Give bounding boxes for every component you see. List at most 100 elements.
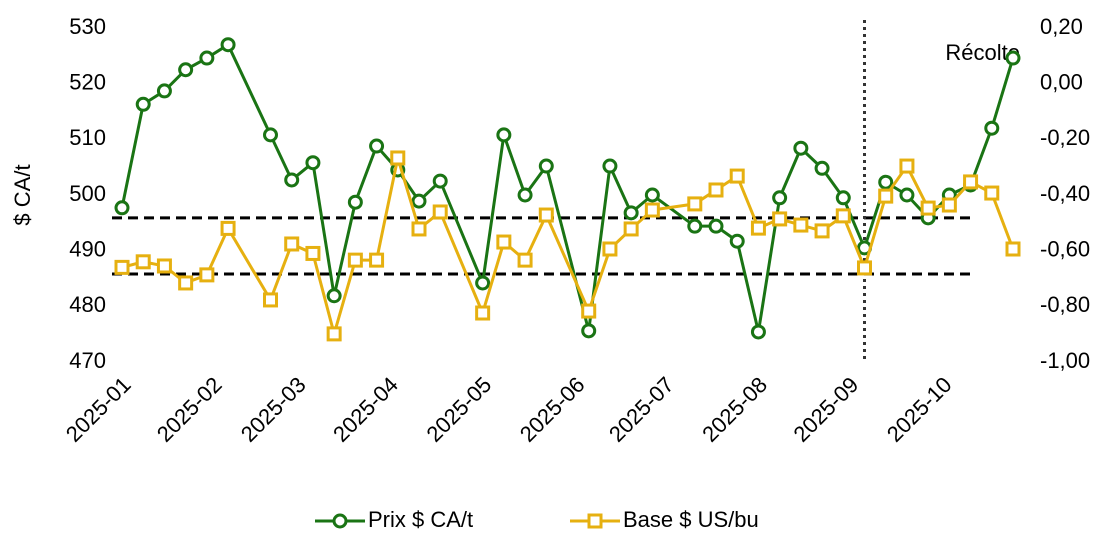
marker [284, 172, 300, 188]
marker [326, 326, 342, 342]
x-tick-label: 2025-10 [882, 372, 957, 447]
marker [496, 234, 512, 250]
marker [602, 241, 618, 257]
x-tick-label: 2025-03 [236, 372, 311, 447]
y-tick-label: 520 [69, 69, 106, 94]
marker [538, 158, 554, 174]
marker [369, 252, 385, 268]
marker [793, 217, 809, 233]
x-tick-label: 2025-04 [328, 372, 403, 447]
y2-tick-label: -0,40 [1040, 181, 1090, 206]
marker [708, 182, 724, 198]
marker [581, 303, 597, 319]
legend-label: Base $ US/bu [623, 507, 759, 532]
marker [644, 202, 660, 218]
marker [920, 200, 936, 216]
marker [1005, 241, 1021, 257]
marker [750, 324, 766, 340]
marker [708, 218, 724, 234]
marker [878, 174, 894, 190]
y-tick-label: 470 [69, 348, 106, 373]
y2-tick-label: 0,20 [1040, 14, 1083, 39]
marker [623, 221, 639, 237]
marker [835, 208, 851, 224]
marker [687, 218, 703, 234]
marker [517, 187, 533, 203]
marker [347, 194, 363, 210]
marker [835, 190, 851, 206]
marker [347, 252, 363, 268]
marker [750, 220, 766, 236]
marker [220, 37, 236, 53]
marker [114, 259, 130, 275]
marker [178, 275, 194, 291]
x-tick-label: 2025-08 [697, 372, 772, 447]
marker [941, 197, 957, 213]
marker [772, 190, 788, 206]
marker [475, 305, 491, 321]
marker [623, 205, 639, 221]
marker [135, 254, 151, 270]
marker [517, 252, 533, 268]
x-tick-label: 2025-02 [152, 372, 227, 447]
marker [581, 323, 597, 339]
marker [729, 168, 745, 184]
y2-tick-label: -1,00 [1040, 348, 1090, 373]
marker [114, 200, 130, 216]
marker [793, 140, 809, 156]
y-tick-label: 480 [69, 292, 106, 317]
marker [199, 50, 215, 66]
marker [772, 211, 788, 227]
marker [199, 267, 215, 283]
marker [878, 188, 894, 204]
y-tick-label: 530 [69, 14, 106, 39]
marker [305, 155, 321, 171]
marker [687, 196, 703, 212]
marker [135, 96, 151, 112]
marker [538, 207, 554, 223]
marker [326, 288, 342, 304]
marker [984, 120, 1000, 136]
y-tick-label: 500 [69, 181, 106, 206]
legend-label: Prix $ CA/t [368, 507, 473, 532]
marker [432, 204, 448, 220]
marker [1005, 50, 1021, 66]
y2-tick-label: -0,80 [1040, 292, 1090, 317]
marker [857, 260, 872, 276]
marker [263, 127, 278, 143]
marker [220, 220, 236, 236]
marker [411, 221, 427, 237]
x-tick-label: 2025-06 [515, 372, 590, 447]
marker [602, 158, 618, 174]
y2-tick-label: -0,20 [1040, 125, 1090, 150]
marker [390, 150, 406, 166]
marker [899, 158, 915, 174]
y-axis-label: $ CA/t [10, 164, 35, 225]
x-tick-label: 2025-01 [61, 372, 136, 447]
marker [814, 223, 830, 239]
legend-marker [587, 513, 603, 529]
marker [496, 127, 512, 143]
marker [284, 236, 300, 252]
marker [156, 258, 172, 274]
y2-tick-label: -0,60 [1040, 236, 1090, 261]
marker [814, 160, 830, 176]
y-tick-label: 490 [69, 236, 106, 261]
marker [984, 185, 1000, 201]
marker [411, 193, 427, 209]
y2-tick-label: 0,00 [1040, 69, 1083, 94]
legend-marker [332, 513, 348, 529]
y-tick-label: 510 [69, 125, 106, 150]
marker [475, 275, 491, 291]
x-tick-label: 2025-09 [789, 372, 864, 447]
marker [178, 62, 194, 78]
marker [963, 174, 979, 190]
marker [263, 292, 278, 308]
marker [432, 173, 448, 189]
x-tick-label: 2025-07 [604, 372, 679, 447]
marker [899, 187, 915, 203]
marker [369, 138, 385, 154]
x-tick-label: 2025-05 [422, 372, 497, 447]
series-line [120, 42, 1015, 333]
